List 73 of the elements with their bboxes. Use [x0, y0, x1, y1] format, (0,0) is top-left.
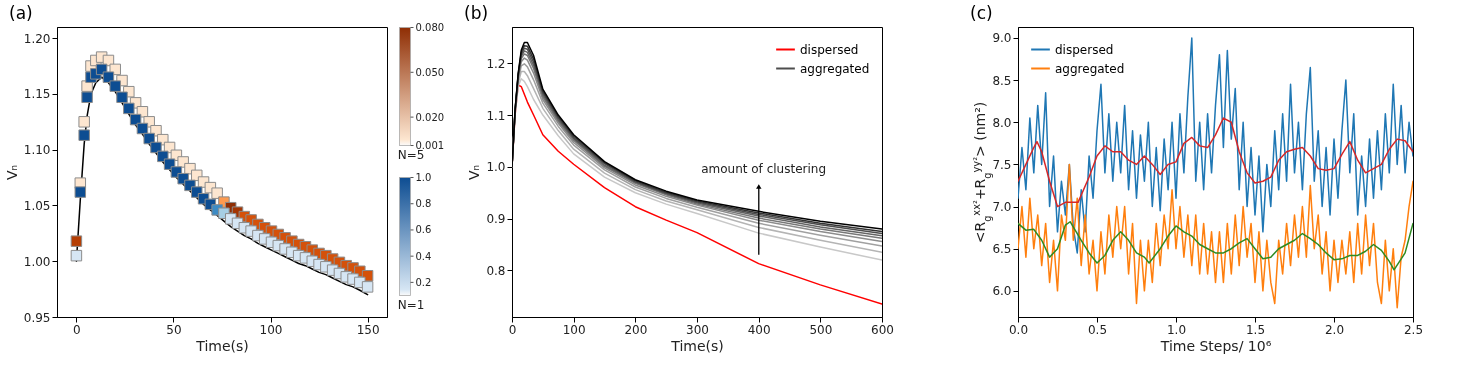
legend-label: dispersed: [1055, 42, 1114, 57]
y-tick-label: 1.20: [23, 31, 51, 46]
x-tick-label: 100: [259, 322, 283, 337]
annotation: amount of clustering: [701, 162, 827, 177]
x-tick-label: 1.5: [1245, 322, 1266, 337]
y-tick-label: 1.10: [23, 143, 51, 158]
x-tick-label: 150: [356, 322, 380, 337]
point: [109, 80, 121, 92]
y-tick-label: 6.0: [992, 284, 1012, 299]
y-axis-title: Vₙ: [466, 164, 483, 181]
x-tick-label: 200: [624, 322, 648, 337]
text: 1.0: [415, 172, 432, 183]
point: [361, 281, 374, 293]
chart-title: (a): [9, 3, 33, 23]
y-tick-label: 0.8: [486, 263, 506, 278]
text: N=1: [397, 297, 425, 312]
y-tick-label: 1.00: [23, 254, 51, 269]
y-tick-label: 9.0: [992, 31, 1012, 46]
y-tick-label: 7.5: [992, 157, 1012, 172]
legend-label: aggregated: [800, 61, 870, 76]
x-axis-title: Time(s): [195, 337, 249, 354]
y-tick-label: 8.0: [992, 115, 1012, 130]
chart-title: (c): [970, 3, 993, 23]
color-bar-label: 0.080: [415, 22, 445, 33]
point: [81, 91, 93, 104]
line-series: [1018, 37, 1413, 254]
x-tick-label: 0: [508, 322, 517, 337]
y-tick-label: 0.95: [23, 310, 51, 325]
point: [123, 102, 135, 115]
x-tick-label: 400: [747, 322, 771, 337]
x-tick-label: 100: [562, 322, 586, 337]
line-series: [1018, 163, 1413, 309]
y-tick-label: 1.15: [23, 87, 51, 102]
x-tick-label: 1.0: [1166, 322, 1187, 337]
x-tick-label: 2.0: [1324, 322, 1345, 337]
x-axis-title: Time Steps/ 10⁶: [1159, 337, 1272, 354]
line-series: [1018, 117, 1413, 208]
x-axis-title: Time(s): [670, 337, 724, 354]
y-tick-label: 1.2: [486, 56, 506, 71]
point: [74, 186, 87, 198]
x-tick-label: 0.5: [1087, 322, 1108, 337]
x-tick-label: 0.0: [1008, 322, 1029, 337]
text: 0.2: [415, 276, 432, 288]
point: [143, 132, 155, 145]
point: [129, 113, 142, 126]
y-tick-label: 7.0: [992, 200, 1012, 215]
y-tick-label: 8.5: [992, 73, 1012, 88]
color-bar-label: 0.050: [415, 66, 445, 78]
y-tick-label: 6.5: [992, 242, 1012, 257]
x-tick-label: 0: [73, 322, 81, 337]
text: 0.8: [415, 198, 432, 210]
point: [70, 235, 83, 247]
y-tick-label: 1.0: [486, 160, 506, 175]
x-tick-label: 600: [871, 322, 894, 337]
y-tick-label: 1.05: [23, 198, 51, 213]
y-tick-label: 0.9: [486, 212, 506, 227]
y-tick-label: 1.1: [486, 108, 506, 123]
line-series: [1018, 220, 1413, 271]
x-tick-label: 500: [809, 322, 833, 337]
legend-label: aggregated: [1055, 61, 1125, 76]
text: 0.4: [415, 250, 432, 262]
point: [78, 129, 90, 141]
point: [78, 116, 90, 128]
x-tick-label: 300: [686, 322, 709, 337]
x-tick-label: 2.5: [1403, 322, 1424, 337]
legend-label: dispersed: [800, 42, 859, 57]
point: [116, 91, 128, 104]
text: 0.6: [415, 224, 432, 236]
y-axis-title: Vₙ: [3, 164, 20, 181]
x-tick-label: 50: [166, 322, 182, 337]
chart-title: (b): [464, 3, 489, 23]
color-bar-label: 0.020: [415, 111, 445, 123]
point: [70, 249, 83, 262]
